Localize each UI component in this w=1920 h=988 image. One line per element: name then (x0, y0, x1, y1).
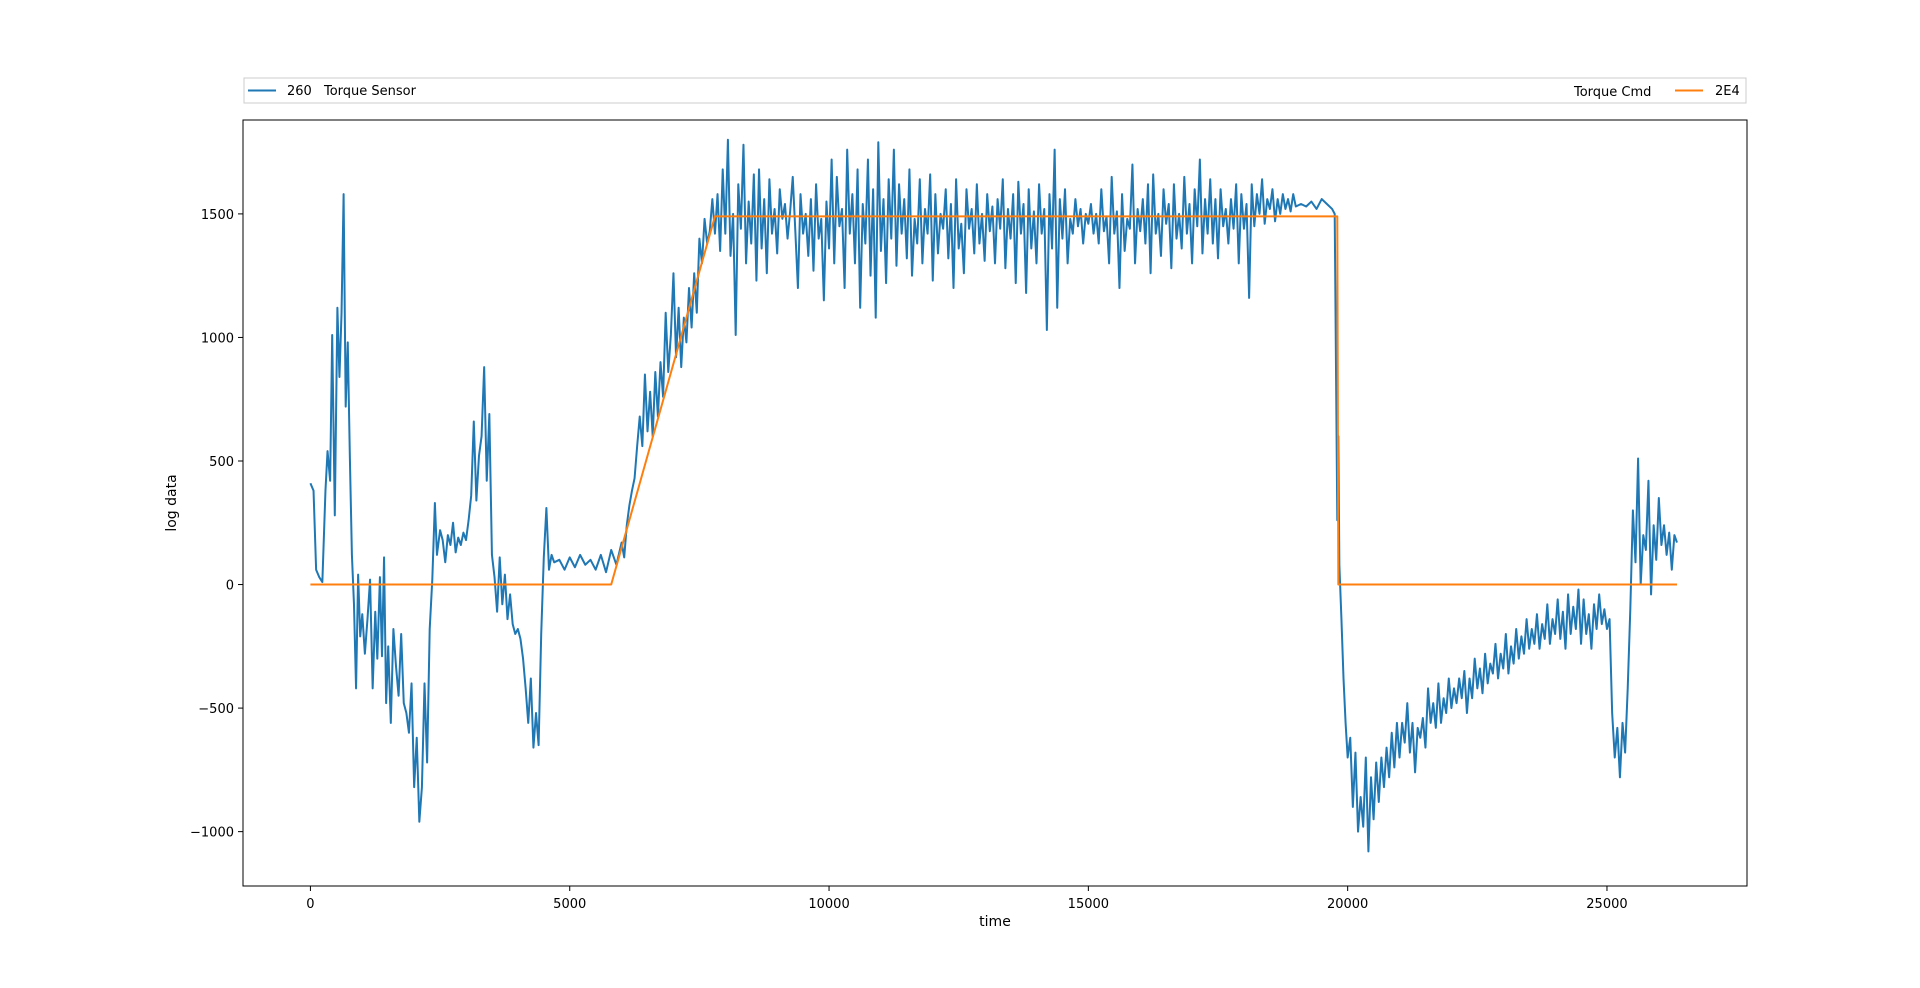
series-line-torque-cmd (310, 215, 1677, 586)
x-tick-label: 25000 (1586, 897, 1627, 912)
legend-label-torque-sensor: Torque Sensor (323, 84, 417, 99)
axes-frame (242, 119, 1748, 887)
y-tick-label: 500 (209, 455, 234, 470)
series-line-torque-sensor (309, 138, 1678, 853)
legend-frame (243, 77, 1747, 104)
y-axis-label: log data (164, 474, 180, 531)
y-ticks: −1000 −500 0 500 1000 1500 (190, 208, 243, 841)
x-tick-label: 10000 (808, 897, 849, 912)
legend-tag-torque-sensor: 260 (287, 84, 312, 99)
x-tick-label: 15000 (1068, 897, 1109, 912)
x-axis-label: time (979, 914, 1011, 930)
legend-label-torque-cmd: Torque Cmd (1573, 85, 1651, 100)
legend: 260 Torque Sensor Torque Cmd 2E4 (243, 77, 1747, 104)
x-tick-label: 5000 (553, 897, 586, 912)
y-tick-label: 1500 (201, 208, 234, 223)
legend-tag-torque-cmd: 2E4 (1715, 84, 1740, 99)
y-tick-label: 0 (226, 579, 234, 594)
x-ticks: 0 5000 10000 15000 20000 25000 (306, 886, 1628, 912)
y-tick-label: −500 (198, 702, 234, 717)
plot-area: 0 5000 10000 15000 20000 25000 −1000 −500 0 500 1… (190, 119, 1748, 912)
series-layer (309, 138, 1678, 853)
y-tick-label: 1000 (201, 331, 234, 346)
x-tick-label: 0 (306, 897, 314, 912)
x-tick-label: 20000 (1327, 897, 1368, 912)
y-tick-label: −1000 (190, 826, 234, 841)
